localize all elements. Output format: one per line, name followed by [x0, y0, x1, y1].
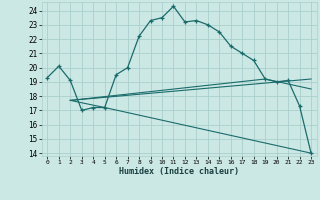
X-axis label: Humidex (Indice chaleur): Humidex (Indice chaleur) [119, 167, 239, 176]
